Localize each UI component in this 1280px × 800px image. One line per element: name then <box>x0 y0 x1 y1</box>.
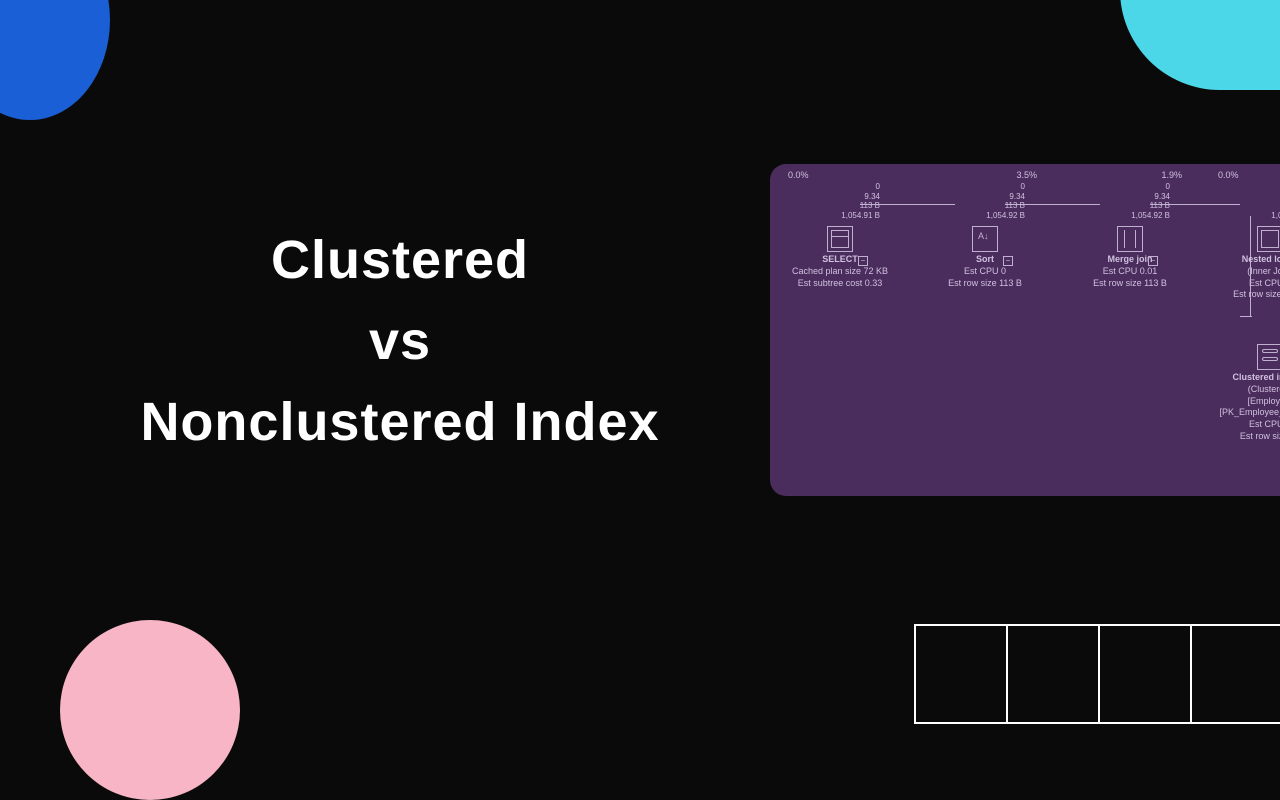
plan-operator-icon <box>827 226 853 252</box>
decorative-cyan-quarter <box>1120 0 1280 90</box>
title-line-3: Nonclustered Index <box>100 382 700 463</box>
plan-pct: 0.0% <box>788 170 809 180</box>
execution-plan-panel: 0.0%09.34113 B1,054.91 B−SELECTCached pl… <box>770 164 1280 496</box>
plan-label: SortEst CPU 0Est row size 113 B <box>925 254 1045 289</box>
plan-operator-icon: A↓ <box>972 226 998 252</box>
title-block: Clustered vs Nonclustered Index <box>100 220 700 463</box>
title-line-1: Clustered <box>100 220 700 301</box>
plan-node-select: 0.0% 09.34113 B1,054.91 B −SELECTCached pl… <box>780 170 900 289</box>
plan-stats: 09.34113 B1,054.92 B <box>925 182 1045 220</box>
decorative-pink-circle <box>60 620 240 800</box>
title-line-2: vs <box>100 301 700 382</box>
collapse-icon[interactable]: − <box>858 256 868 266</box>
plan-stats: 09.34117 B1,092.26 B <box>1210 182 1280 220</box>
plan-operator-icon <box>1257 226 1280 252</box>
plan-stats: 09.34113 B1,054.92 B <box>1070 182 1190 220</box>
plan-label: Merge joinEst CPU 0.01Est row size 113 B <box>1070 254 1190 289</box>
grid-cell <box>1190 624 1280 724</box>
collapse-icon[interactable]: − <box>1003 256 1013 266</box>
plan-pct: 1.9% <box>1161 170 1182 180</box>
plan-node-nested: 0.0%09.34117 B1,092.26 B−Nested loops(In… <box>1210 170 1280 301</box>
grid-cell <box>914 624 1008 724</box>
grid-cell <box>1098 624 1192 724</box>
plan-pct: 0.0% <box>1218 170 1239 180</box>
plan-node-clustscan: 2.5%129011 B3,190 B−Clustered index s(Cl… <box>1210 288 1280 443</box>
plan-pct: 3.5% <box>1016 170 1037 180</box>
plan-operator-icon <box>1117 226 1143 252</box>
bottom-grid <box>916 624 1280 724</box>
plan-label: SELECTCached plan size 72 KBEst subtree … <box>780 254 900 289</box>
grid-cell <box>1006 624 1100 724</box>
plan-node-sort: 3.5% 09.34113 B1,054.92 B A↓−SortEst CPU 0… <box>925 170 1045 289</box>
plan-node-merge: 1.9% 09.34113 B1,054.92 B −Merge joinEst C… <box>1070 170 1190 289</box>
decorative-blue-circle <box>0 0 110 120</box>
collapse-icon[interactable]: − <box>1148 256 1158 266</box>
plan-label: Clustered index s(Clustered)[Employee][P… <box>1210 372 1280 442</box>
plan-stats: 129011 B3,190 B <box>1210 300 1280 338</box>
plan-operator-icon <box>1257 344 1280 370</box>
plan-stats: 09.34113 B1,054.91 B <box>780 182 900 220</box>
